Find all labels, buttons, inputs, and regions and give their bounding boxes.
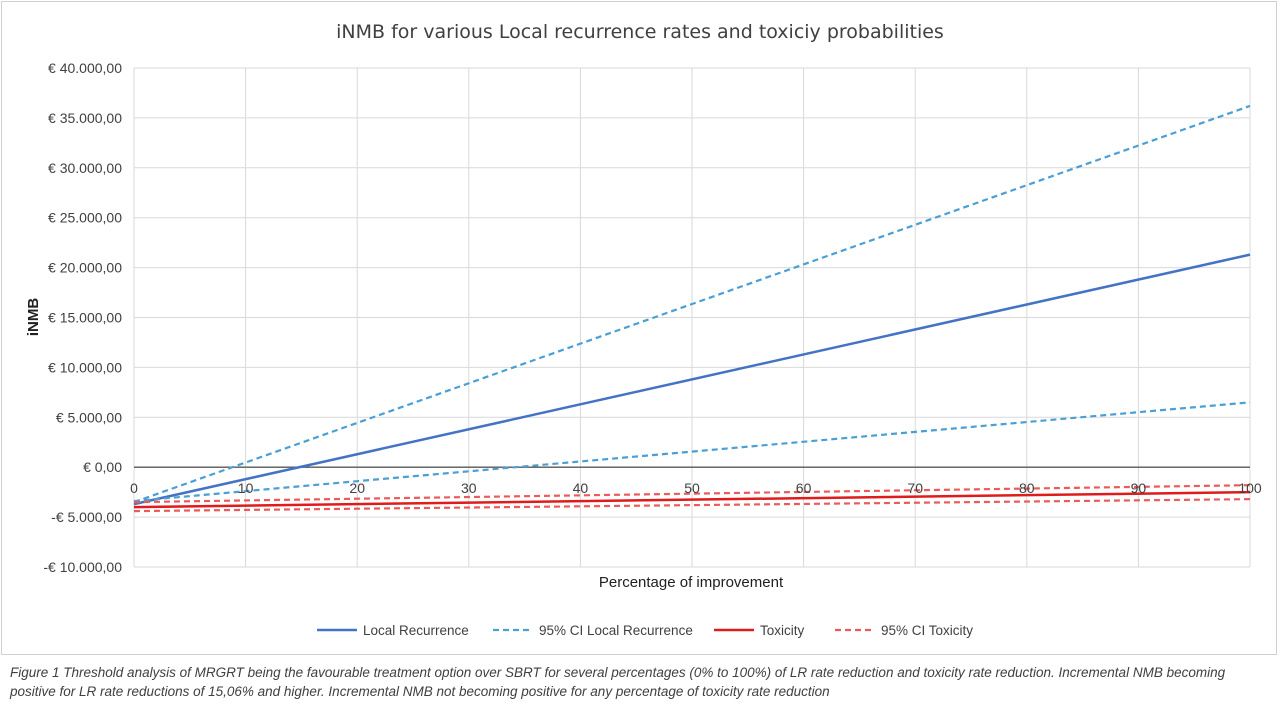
legend-label: 95% CI Toxicity — [881, 623, 973, 638]
x-tick-label: 0 — [130, 480, 138, 496]
x-tick-label: 50 — [684, 480, 700, 496]
chart-frame — [1, 1, 1277, 655]
y-tick-label: -€ 10.000,00 — [43, 559, 122, 575]
legend-label: Toxicity — [760, 623, 805, 638]
y-tick-label: € 5.000,00 — [56, 409, 122, 425]
y-tick-label: € 25.000,00 — [48, 210, 122, 226]
chart-canvas: iNMB for various Local recurrence rates … — [25, 21, 1262, 638]
y-tick-label: -€ 5.000,00 — [51, 509, 122, 525]
series-line-1 — [133, 104, 1251, 504]
legend: Local Recurrence 95% CI Local Recurrence T… — [317, 623, 973, 638]
chart-title: iNMB for various Local recurrence rates … — [336, 21, 944, 43]
x-tick-label: 90 — [1131, 480, 1147, 496]
y-tick-label: € 0,00 — [83, 459, 122, 475]
x-tick-label: 30 — [461, 480, 477, 496]
y-axis-labels: € 40.000,00 € 35.000,00 € 30.000,00 € 25.00… — [43, 60, 122, 575]
x-tick-label: 100 — [1238, 480, 1262, 496]
series-line-3 — [133, 490, 1251, 509]
series-line-4 — [133, 484, 1251, 504]
x-tick-label: 20 — [349, 480, 365, 496]
grid-lines — [133, 67, 1251, 568]
y-axis-title: iNMB — [25, 298, 42, 336]
legend-label: 95% CI Local Recurrence — [539, 623, 693, 638]
y-tick-label: € 15.000,00 — [48, 310, 122, 326]
x-tick-label: 70 — [907, 480, 923, 496]
series-line-2 — [133, 401, 1251, 503]
x-axis-labels: 0 10 20 30 40 50 60 70 80 90 100 — [130, 480, 1262, 496]
x-axis-title: Percentage of improvement — [599, 574, 784, 591]
y-tick-label: € 10.000,00 — [48, 359, 122, 375]
series-layer — [133, 104, 1251, 513]
y-tick-label: € 20.000,00 — [48, 260, 122, 276]
y-tick-label: € 40.000,00 — [48, 60, 122, 76]
x-tick-label: 40 — [573, 480, 589, 496]
y-tick-label: € 35.000,00 — [48, 110, 122, 126]
series-line-5 — [133, 498, 1251, 513]
x-tick-label: 10 — [238, 480, 254, 496]
legend-label: Local Recurrence — [363, 623, 469, 638]
figure-caption: Figure 1 Threshold analysis of MRGRT bei… — [10, 665, 1226, 699]
x-tick-label: 60 — [796, 480, 812, 496]
y-tick-label: € 30.000,00 — [48, 160, 122, 176]
series-line-0 — [133, 253, 1251, 506]
x-tick-label: 80 — [1019, 480, 1035, 496]
